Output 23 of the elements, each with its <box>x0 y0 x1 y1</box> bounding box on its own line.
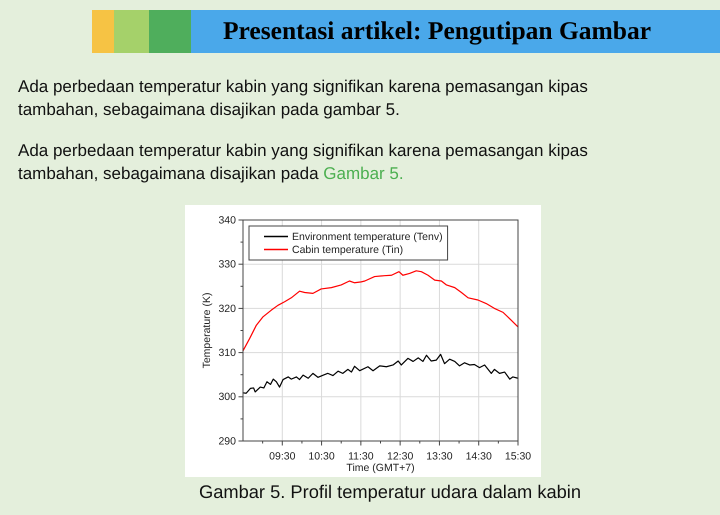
x-tick-label: 14:30 <box>466 450 492 463</box>
legend-label: Cabin temperature (Tin) <box>292 244 404 256</box>
text: Ada perbedaan temperatur kabin yang signifikan karena pemasangan kipas tambahan, sebagaimana disajikan pada Gambar 5. <box>18 141 588 182</box>
x-tick-label: 09:30 <box>269 450 296 463</box>
x-tick-label: 13:30 <box>426 450 453 463</box>
text: Gambar 5. Profil temperatur udara dalam kabin <box>198 481 582 503</box>
x-tick-label: 15:30 <box>504 450 532 463</box>
line-series <box>242 354 519 394</box>
y-tick-label: 320 <box>218 302 236 315</box>
x-tick-label: 12:30 <box>387 450 414 463</box>
x-axis-title: Time (GMT+7) <box>346 462 415 474</box>
y-tick-label: 340 <box>218 214 236 226</box>
x-tick-label: 11:30 <box>348 450 374 463</box>
y-tick-label: 290 <box>218 435 236 448</box>
chart-title: Presentasi artikel: Pengutipan Gambar <box>222 16 652 46</box>
legend-label: Environment temperature (Tenv) <box>292 231 443 244</box>
text: Ada perbedaan temperatur kabin yang signifikan karena pemasangan kipas tambahan, sebagaimana disajikan pada gambar 5. <box>18 76 589 120</box>
x-tick-label: 10:30 <box>308 450 335 463</box>
y-tick-label: 310 <box>218 346 236 359</box>
y-tick-label: 300 <box>218 391 236 404</box>
y-tick-label: 330 <box>218 258 236 271</box>
y-axis-title: Temperature (K) <box>201 292 213 368</box>
line-series <box>242 270 519 352</box>
